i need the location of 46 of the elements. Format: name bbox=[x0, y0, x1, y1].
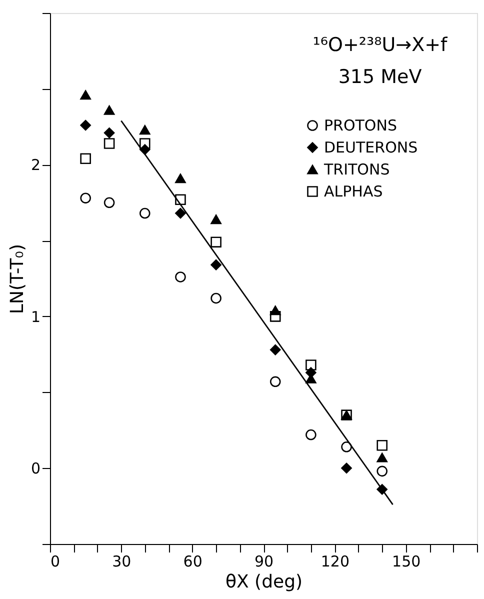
legend-label: ALPHAS bbox=[324, 182, 383, 200]
point bbox=[104, 127, 115, 138]
point bbox=[139, 208, 150, 219]
x-axis-title: θX (deg) bbox=[225, 572, 303, 592]
point bbox=[175, 208, 186, 219]
point bbox=[104, 197, 115, 208]
point bbox=[80, 120, 91, 131]
point bbox=[104, 105, 115, 115]
point bbox=[175, 194, 186, 206]
point bbox=[80, 192, 91, 204]
legend-label: PROTONS bbox=[324, 116, 397, 134]
point bbox=[376, 440, 388, 451]
x-tick-label: 60 bbox=[183, 552, 202, 570]
point bbox=[104, 138, 115, 149]
point bbox=[341, 442, 352, 452]
y-axis-title: LN(T-T₀) bbox=[6, 244, 28, 314]
point bbox=[341, 462, 352, 474]
x-tick-label: 120 bbox=[320, 552, 350, 570]
x-tick-label: 0 bbox=[50, 552, 60, 570]
y-tick-label: 1 bbox=[30, 308, 40, 326]
annotation: ¹⁶O+²³⁸U→X+f bbox=[312, 34, 449, 56]
point bbox=[210, 214, 222, 224]
point bbox=[80, 153, 91, 164]
x-tick-label: 150 bbox=[392, 552, 421, 570]
point bbox=[210, 259, 222, 270]
point bbox=[139, 125, 150, 135]
point bbox=[306, 429, 316, 440]
point bbox=[210, 292, 222, 304]
point bbox=[80, 90, 91, 100]
point bbox=[376, 466, 388, 477]
annotation: 315 MeV bbox=[338, 66, 422, 88]
point bbox=[376, 452, 388, 462]
y-tick-label: 0 bbox=[30, 460, 40, 478]
x-tick-label: 30 bbox=[112, 552, 132, 570]
x-tick-label: 90 bbox=[254, 552, 274, 570]
point bbox=[270, 344, 281, 356]
legend-label: DEUTERONS bbox=[324, 138, 418, 156]
point bbox=[210, 236, 222, 248]
point bbox=[139, 138, 150, 149]
point bbox=[270, 311, 281, 322]
point bbox=[270, 376, 281, 388]
legend-label: TRITONS bbox=[323, 160, 390, 178]
point bbox=[175, 272, 186, 282]
y-tick-label: 2 bbox=[30, 156, 40, 174]
point bbox=[175, 174, 186, 184]
point bbox=[306, 360, 316, 370]
